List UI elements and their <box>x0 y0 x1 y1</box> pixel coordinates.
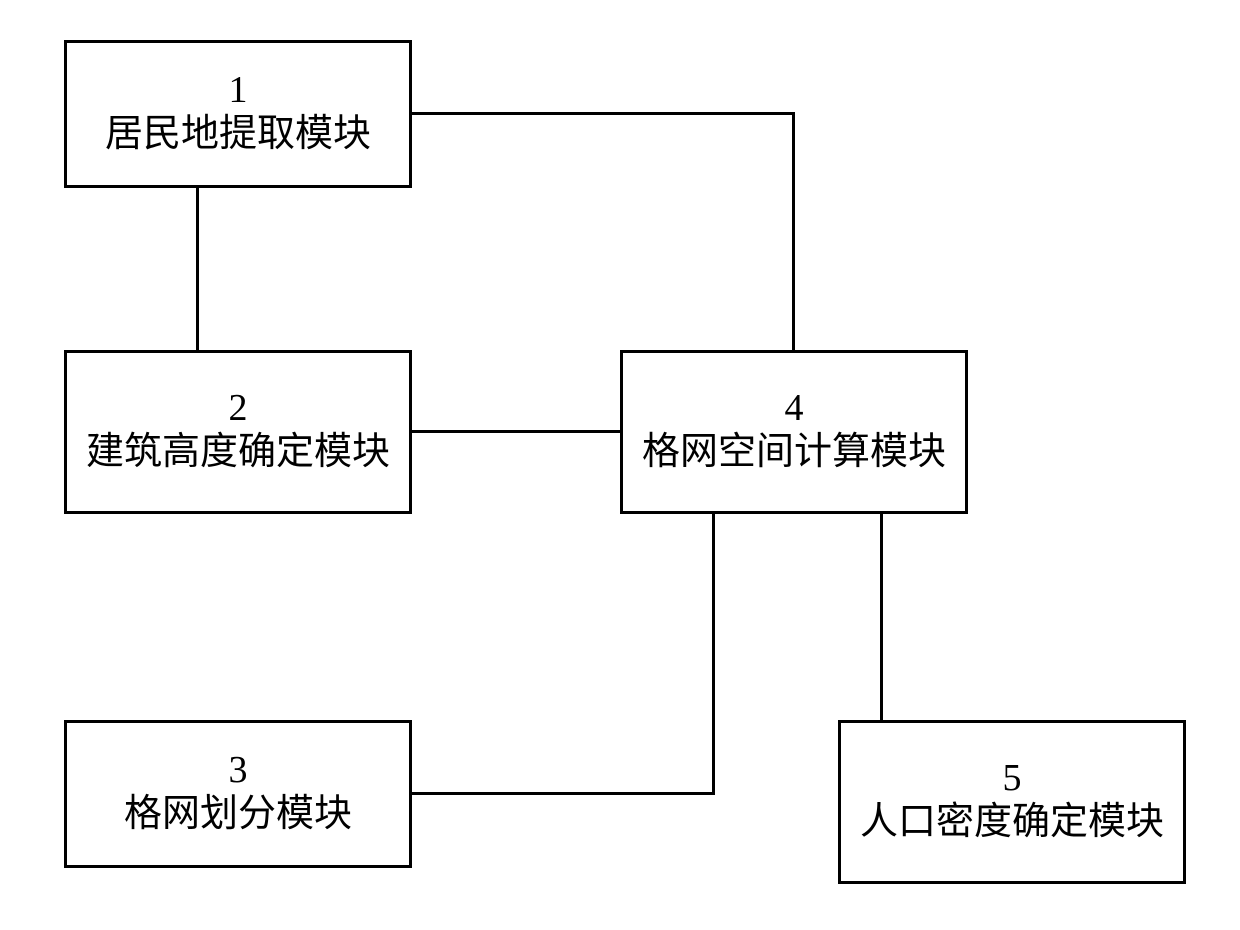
node-5-label: 人口密度确定模块 <box>860 800 1164 846</box>
edge-1-4-h <box>412 112 792 115</box>
node-1-number: 1 <box>229 70 248 112</box>
node-2-number: 2 <box>229 388 248 430</box>
edge-1-2 <box>196 188 199 350</box>
edge-3-4-v <box>712 514 715 795</box>
node-2-label: 建筑高度确定模块 <box>86 430 390 476</box>
node-3-number: 3 <box>229 750 248 792</box>
node-1: 1 居民地提取模块 <box>64 40 412 188</box>
node-5: 5 人口密度确定模块 <box>838 720 1186 884</box>
node-2: 2 建筑高度确定模块 <box>64 350 412 514</box>
node-3: 3 格网划分模块 <box>64 720 412 868</box>
edge-4-5-v <box>880 514 883 720</box>
node-1-label: 居民地提取模块 <box>105 112 371 158</box>
node-3-label: 格网划分模块 <box>124 792 352 838</box>
node-4-number: 4 <box>785 388 804 430</box>
edge-1-4-v <box>792 112 795 350</box>
node-4: 4 格网空间计算模块 <box>620 350 968 514</box>
node-4-label: 格网空间计算模块 <box>642 430 946 476</box>
edge-3-4-h <box>412 792 712 795</box>
node-5-number: 5 <box>1003 758 1022 800</box>
edge-2-4 <box>412 430 620 433</box>
